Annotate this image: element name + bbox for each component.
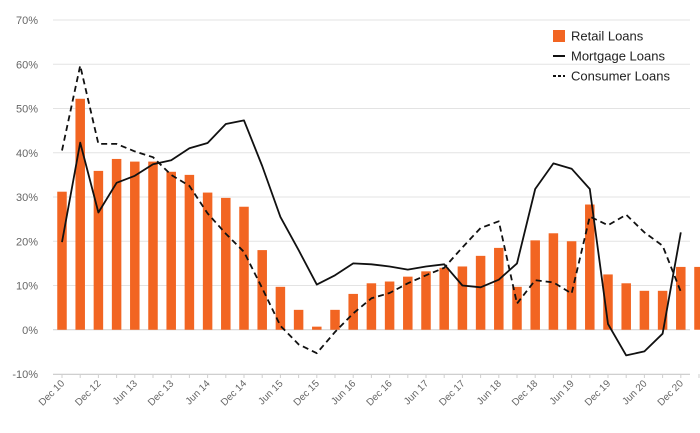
retail-loans-bar (184, 174, 195, 330)
retail-loans-bar (639, 290, 650, 330)
legend-label: Retail Loans (571, 29, 644, 44)
retail-loans-bar (166, 171, 176, 330)
retail-loans-bar (293, 309, 304, 330)
retail-loans-bar (621, 283, 631, 330)
x-tick-label: Dec 19 (583, 378, 613, 408)
y-tick-label: 40% (16, 148, 38, 160)
retail-loans-bar (348, 293, 358, 330)
x-tick-label: Dec 17 (437, 378, 467, 408)
x-tick-label: Dec 15 (292, 378, 322, 408)
x-tick-label: Jun 13 (111, 378, 140, 407)
retail-loans-bars (57, 98, 700, 330)
retail-loans-bar (312, 326, 322, 330)
legend-label: Consumer Loans (571, 69, 670, 84)
retail-loans-bar (257, 250, 267, 330)
retail-loans-bar (202, 192, 213, 330)
x-tick-label: Jun 19 (548, 378, 577, 407)
retail-loans-bar (93, 170, 104, 330)
y-tick-label: 30% (16, 192, 38, 204)
legend: Retail Loans Mortgage Loans Consumer Loans (553, 29, 670, 84)
x-tick-label: Dec 18 (510, 378, 540, 408)
retail-loans-bar (384, 281, 395, 330)
retail-loans-bar (111, 158, 122, 330)
x-tick-label: Jun 16 (329, 378, 358, 407)
x-tick-label: Jun 18 (475, 378, 504, 407)
y-tick-label: 10% (16, 281, 38, 293)
gridlines (53, 19, 690, 375)
x-tick-label: Jun 17 (402, 378, 431, 407)
retail-loans-bar (366, 283, 377, 330)
retail-loans-bar (457, 266, 468, 330)
retail-loans-bar (548, 233, 559, 330)
retail-loans-bar (330, 309, 340, 330)
retail-loans-bar (694, 266, 700, 330)
y-tick-label: 70% (16, 15, 38, 27)
retail-loans-bar (221, 197, 231, 330)
y-tick-label: 0% (22, 325, 38, 337)
retail-loans-bar (494, 247, 504, 330)
retail-loans-bar (148, 161, 158, 330)
y-tick-label: 60% (16, 59, 38, 71)
retail-loans-bar (657, 290, 668, 330)
x-tick-label: Jun 20 (621, 378, 650, 407)
retail-loans-bar (566, 241, 577, 330)
consumer-loans-line (61, 64, 682, 355)
x-tick-label: Dec 12 (73, 378, 103, 408)
x-tick-label: Dec 14 (219, 378, 249, 408)
y-tick-label: 50% (16, 104, 38, 116)
x-tick-label: Dec 20 (656, 378, 686, 408)
y-tick-label: -10% (12, 369, 38, 381)
retail-loans-bar (130, 161, 140, 330)
y-axis-ticks: -10% 0% 10% 20% 30% 40% 50% 60% 70% (12, 15, 38, 381)
retail-loans-bar (75, 98, 85, 330)
x-tick-label: Jun 15 (257, 378, 286, 407)
retail-loans-bar (239, 206, 249, 330)
x-tick-label: Dec 13 (146, 378, 176, 408)
mortgage-loans-line (61, 119, 682, 357)
retail-loans-bar (530, 240, 540, 330)
retail-loans-bar (439, 267, 449, 330)
retail-loans-bar (585, 204, 595, 330)
retail-loans-bar (275, 286, 286, 330)
retail-loans-bar (421, 271, 431, 330)
x-tick-label: Dec 16 (365, 378, 395, 408)
x-tick-label: Jun 14 (184, 378, 213, 407)
series-lines (61, 64, 682, 357)
retail-loans-bar (403, 276, 413, 330)
x-tick-label: Dec 10 (37, 378, 67, 408)
retail-loans-bar (57, 191, 67, 330)
legend-label: Mortgage Loans (571, 49, 665, 64)
retail-loans-bar (676, 266, 686, 330)
retail-loans-bar (475, 255, 486, 330)
legend-swatch-retail-loans (553, 30, 565, 42)
y-tick-label: 20% (16, 236, 38, 248)
retail-loans-bar (603, 274, 613, 330)
x-axis: Dec 10 Dec 12 Jun 13 Dec 13 Jun 14 Dec 14 Jun … (37, 374, 700, 409)
retail-loans-bar (512, 286, 522, 330)
